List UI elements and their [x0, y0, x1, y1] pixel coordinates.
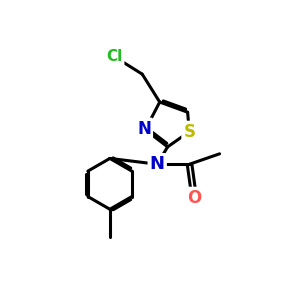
Text: O: O [187, 189, 201, 207]
Text: S: S [183, 123, 195, 141]
Text: N: N [150, 155, 165, 173]
Text: N: N [137, 120, 151, 138]
Text: Cl: Cl [106, 49, 123, 64]
